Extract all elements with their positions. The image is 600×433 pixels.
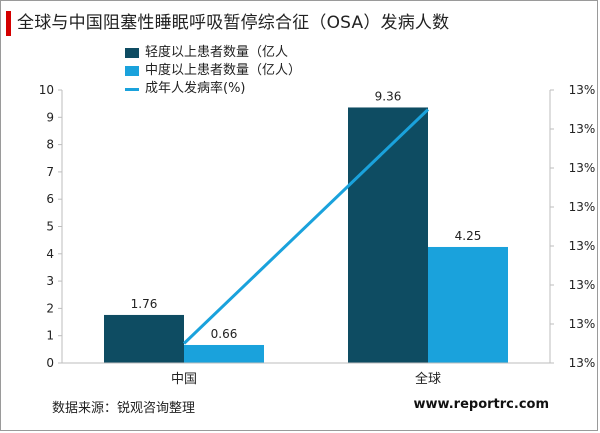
right-axis-tick-label: 13%: [569, 122, 596, 136]
source-note: 数据来源：锐观咨询整理: [52, 401, 196, 416]
left-axis-tick-label: 6: [46, 192, 54, 206]
bar-mild: [348, 107, 428, 363]
right-axis-tick-label: 13%: [569, 200, 596, 214]
left-axis-tick-label: 1: [46, 329, 54, 343]
legend-label-moderate: 中度以上患者数量（亿人）: [145, 63, 302, 78]
left-axis-tick-label: 3: [46, 274, 54, 288]
category-label: 全球: [415, 371, 441, 387]
left-axis-tick-label: 0: [46, 356, 54, 370]
website-label: www.reportrc.com: [413, 397, 549, 412]
bar-value-label: 0.66: [211, 327, 238, 341]
left-axis-tick-label: 4: [46, 247, 54, 261]
legend-label-mild: 轻度以上患者数量（亿人: [145, 45, 289, 60]
legend-swatch-mild: [125, 48, 139, 58]
legend-swatch-moderate: [125, 66, 139, 76]
chart-title: 全球与中国阻塞性睡眠呼吸暂停综合征（OSA）发病人数: [17, 13, 450, 33]
title-accent-bar: [6, 11, 11, 36]
right-axis-tick-label: 13%: [569, 356, 596, 370]
right-axis-tick-label: 13%: [569, 239, 596, 253]
bar-value-label: 4.25: [455, 229, 482, 243]
right-axis-tick-label: 13%: [569, 161, 596, 175]
bar-moderate: [428, 246, 508, 363]
left-axis-tick-label: 9: [46, 110, 54, 124]
bar-value-label: 9.36: [375, 89, 402, 103]
left-axis-tick-label: 7: [46, 165, 54, 179]
line-series-rate: [182, 108, 430, 345]
left-axis-tick-label: 8: [46, 138, 54, 152]
right-axis-tick-label: 13%: [569, 317, 596, 331]
category-label: 中国: [171, 372, 197, 387]
bar-value-label: 1.76: [131, 297, 158, 311]
left-axis-tick-label: 5: [46, 220, 54, 234]
left-axis-tick-label: 10: [39, 83, 54, 97]
right-axis-tick-label: 13%: [569, 278, 596, 292]
left-axis-tick-label: 2: [46, 301, 54, 315]
bar-mild: [104, 314, 184, 363]
bar-moderate: [184, 344, 264, 363]
right-axis-tick-label: 13%: [569, 83, 596, 97]
legend-label-rate: 成年人发病率(%): [145, 81, 246, 96]
legend-line-rate: [125, 88, 139, 91]
